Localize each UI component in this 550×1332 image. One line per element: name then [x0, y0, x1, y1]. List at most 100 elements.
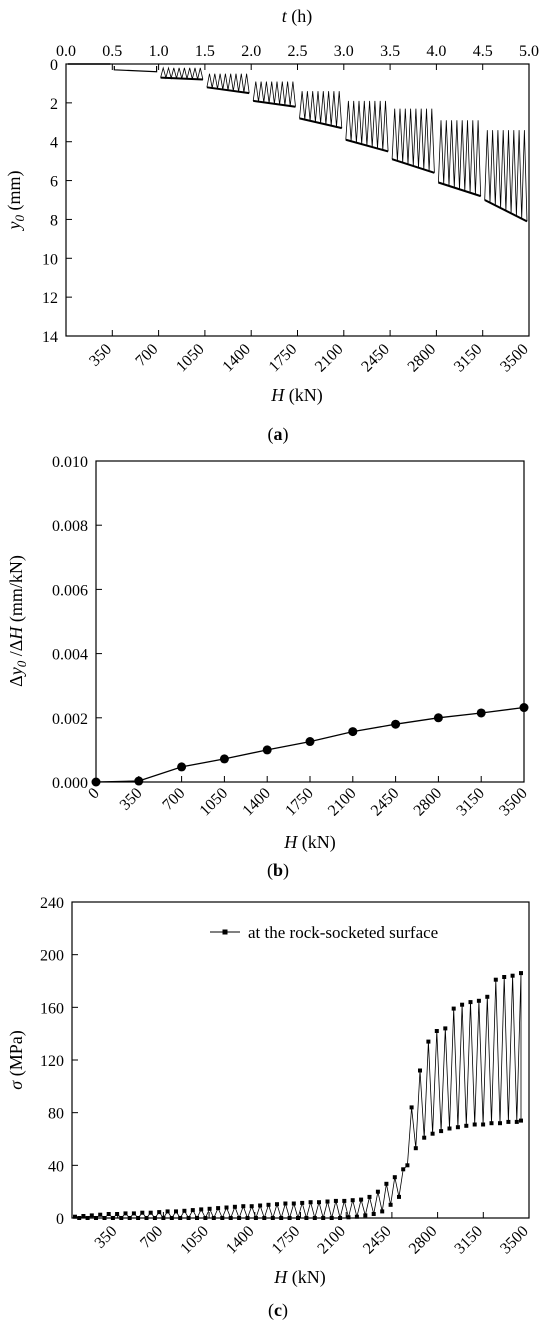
data-point	[287, 1216, 292, 1220]
data-point	[270, 1216, 275, 1220]
panel-b-y-axis-title: Δy0 /ΔH (mm/kN)	[6, 555, 29, 687]
panel-a-x-axis: 350 700 1050 1400 1750 2100 2450 2800 3150 3500	[86, 330, 532, 375]
panel-a-y-axis-title: y0 (mm)	[4, 171, 27, 232]
y-tick-label: 0.004	[52, 647, 88, 664]
panel-a-chart: 0.0 0.5 1.0 1.5 2.0 2.5 3.0 3.5 4.0 4.5 5.0 0 2 4 6 8 1…	[4, 6, 539, 445]
panel-a-top-axis: 0.0 0.5 1.0 1.5 2.0 2.5 3.0 3.5 4.0 4.5 5.0	[56, 43, 539, 70]
panel-c-y-axis: 0 40 80 120 160 200 240	[40, 895, 78, 1228]
x-tick-label: 2450	[358, 341, 393, 376]
y-tick-label: 0.006	[52, 582, 88, 599]
data-point	[519, 703, 529, 713]
data-point	[291, 1201, 296, 1206]
x-tick-label: 2450	[368, 785, 403, 820]
series-envelope	[206, 86, 250, 95]
panel-b-plot-frame	[95, 460, 525, 783]
data-point	[85, 1216, 90, 1220]
data-point	[283, 1201, 288, 1206]
panel-a-plot-frame	[65, 63, 530, 337]
series-envelope	[484, 199, 528, 223]
panel-c-series	[73, 971, 523, 1220]
data-point	[422, 1135, 427, 1140]
data-point	[493, 977, 498, 982]
y-tick-label: 120	[40, 1053, 64, 1070]
data-point	[296, 1216, 300, 1220]
data-point	[177, 762, 187, 772]
x-tick-label: 2100	[312, 341, 347, 376]
data-point	[476, 708, 486, 718]
data-point	[106, 1212, 111, 1216]
x-tick-label: 2450	[360, 1223, 395, 1258]
data-point	[305, 737, 315, 747]
y-tick-label: 14	[42, 329, 58, 346]
y-tick-label: 6	[50, 174, 58, 191]
y-tick-label: 0	[50, 57, 58, 74]
y-tick-label: 2	[50, 96, 58, 113]
data-point	[460, 1002, 465, 1007]
data-point	[342, 1198, 347, 1203]
data-point	[91, 777, 101, 787]
y-tick-label: 240	[40, 895, 64, 912]
data-point	[304, 1216, 309, 1220]
data-point	[346, 1215, 351, 1220]
series-line	[113, 65, 158, 73]
panel-a-x-axis-title: H (kN)	[270, 385, 323, 406]
data-point	[489, 1121, 494, 1126]
data-point	[190, 1208, 195, 1213]
x-tick-label: 350	[86, 341, 115, 370]
data-point	[300, 1200, 305, 1205]
top-tick-label: 1.5	[195, 43, 215, 60]
x-tick-label: 1750	[269, 1223, 304, 1258]
x-tick-label: 1750	[282, 785, 317, 820]
data-point	[321, 1216, 326, 1220]
data-point	[367, 1194, 372, 1199]
data-point	[148, 1210, 153, 1215]
data-point	[476, 998, 481, 1003]
y-tick-label: 0.000	[52, 775, 88, 792]
data-point	[375, 1189, 380, 1194]
x-tick-label: 3500	[497, 1223, 532, 1258]
x-tick-label: 3500	[497, 341, 532, 376]
data-point	[199, 1207, 204, 1212]
data-point	[127, 1216, 132, 1220]
data-point	[348, 727, 358, 737]
y-tick-label: 80	[48, 1106, 64, 1123]
data-point	[447, 1126, 452, 1131]
data-point	[279, 1216, 284, 1220]
x-tick-label: 3150	[451, 341, 486, 376]
y-tick-label: 40	[48, 1158, 64, 1175]
top-tick-label: 0.5	[102, 43, 122, 60]
top-tick-label: 2.0	[241, 43, 261, 60]
data-point	[338, 1216, 343, 1220]
data-point	[354, 1214, 359, 1219]
data-point	[380, 1209, 385, 1214]
data-point	[123, 1211, 128, 1216]
panel-b-chart: 0.000 0.002 0.004 0.006 0.008 0.010 0 350 700 10…	[6, 454, 531, 881]
data-point	[401, 1167, 406, 1172]
data-point	[455, 1125, 460, 1130]
data-point	[371, 1212, 376, 1216]
x-tick-label: 2800	[411, 785, 446, 820]
series-line	[484, 130, 528, 222]
y-tick-label: 0.002	[52, 711, 88, 728]
x-tick-label: 1400	[223, 1223, 258, 1258]
data-point	[195, 1216, 199, 1220]
panel-b-y-axis: 0.000 0.002 0.004 0.006 0.008 0.010	[52, 454, 102, 792]
x-tick-label: 0	[85, 785, 103, 803]
y-tick-label: 160	[40, 1000, 64, 1017]
y-tick-label: 10	[42, 251, 58, 268]
data-point	[451, 1006, 456, 1011]
x-tick-label: 700	[137, 1223, 166, 1252]
data-point	[266, 1202, 271, 1207]
data-point	[241, 1204, 246, 1209]
data-point	[392, 1175, 397, 1180]
series-envelope	[391, 158, 435, 174]
data-point	[219, 754, 229, 764]
data-point	[506, 1119, 511, 1124]
top-tick-label: 3.5	[380, 43, 400, 60]
top-tick-label: 2.5	[288, 43, 308, 60]
panel-c-chart: 0 40 80 120 160 200 240 350 700 1050 1400 1750 2100…	[6, 895, 532, 1321]
data-point	[115, 1212, 120, 1216]
data-point	[165, 1209, 170, 1214]
data-point	[443, 1026, 448, 1031]
